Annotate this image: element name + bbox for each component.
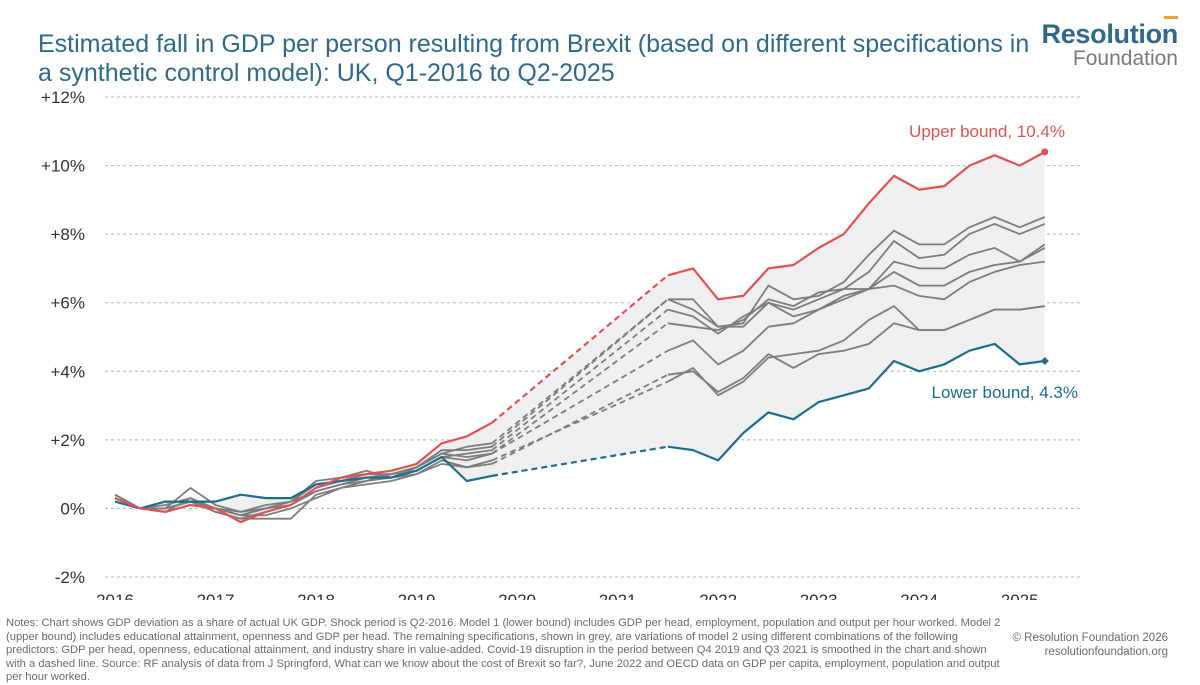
grey-series-6-covid-gap — [491, 380, 669, 462]
y-tick-label: +2% — [51, 431, 86, 450]
grey-series-7-covid-gap — [491, 373, 669, 465]
website-text: resolutionfoundation.org — [1044, 646, 1168, 658]
copyright-text: © Resolution Foundation 2026 — [1012, 632, 1168, 644]
x-axis-labels: 2016 2017 2018 2019 2020 2021 2022 2023 2024 2025 — [96, 591, 1039, 600]
grey-series-4-covid-gap — [491, 349, 669, 455]
y-tick-label: -2% — [55, 568, 85, 587]
x-tick-label: 2019 — [398, 591, 436, 600]
range-band — [115, 151, 1045, 523]
upper-bound-series-covid-gap — [491, 274, 669, 424]
chart-notes: Notes: Chart shows GDP deviation as a sh… — [6, 617, 1001, 684]
grey-series-1-covid-gap — [491, 298, 669, 444]
x-tick-label: 2023 — [800, 591, 838, 600]
line-chart: -2%0%+2%+4%+6%+8%+10%+12% 20162017201820… — [41, 88, 1080, 600]
y-tick-label: +12% — [41, 88, 85, 107]
x-tick-label: 2017 — [197, 591, 235, 600]
y-axis-labels: -2% 0% +2% +4% +6% +8% +10% +12% — [41, 88, 85, 587]
grey-series-7-post-covid — [667, 305, 1045, 393]
grey-series-4-post-covid — [667, 243, 1046, 366]
logo-line-2: Foundation — [1072, 47, 1178, 70]
y-tick-label: +6% — [51, 294, 86, 313]
grey-series-5-post-covid — [667, 260, 1045, 332]
annotation-labels: Upper bound, 10.4% Lower bound, 4.3% — [909, 122, 1078, 402]
grey-series-3-covid-gap — [491, 308, 669, 451]
resolution-foundation-logo: Resolution Foundation — [1041, 16, 1179, 70]
lower-bound-label: Lower bound, 4.3% — [932, 383, 1079, 402]
grey-series-5-covid-gap — [491, 322, 669, 455]
bound-range-shading — [115, 151, 1045, 523]
x-tick-label: 2025 — [1001, 591, 1039, 600]
x-tick-label: 2022 — [699, 591, 737, 600]
x-tick-label: 2024 — [900, 591, 938, 600]
lower-bound-end-marker — [1040, 357, 1049, 365]
grey-series-2-post-covid — [667, 222, 1046, 328]
logo-line-1: Resolution — [1041, 19, 1179, 49]
x-tick-label: 2020 — [498, 591, 536, 600]
y-tick-label: +10% — [41, 157, 85, 176]
logo-accent-bar — [1164, 16, 1178, 19]
copyright-block: © Resolution Foundation 2026 resolutionf… — [1012, 631, 1168, 659]
grey-series-lines — [114, 216, 1046, 520]
chart-title: Estimated fall in GDP per person resulti… — [38, 30, 1030, 87]
upper-bound-label: Upper bound, 10.4% — [909, 122, 1065, 141]
y-tick-label: +4% — [51, 362, 86, 381]
y-tick-label: 0% — [60, 499, 85, 518]
x-tick-label: 2018 — [297, 591, 335, 600]
lower-bound-series-post-covid — [667, 342, 1045, 462]
bound-series-lines — [114, 148, 1049, 524]
lower-bound-series-pre-covid — [114, 455, 493, 510]
upper-bound-end-marker — [1041, 148, 1049, 156]
upper-bound-series-post-covid — [667, 150, 1046, 301]
y-tick-label: +8% — [51, 225, 86, 244]
x-tick-label: 2021 — [599, 591, 637, 600]
grey-series-2-covid-gap — [491, 298, 669, 448]
upper-bound-series-pre-covid — [114, 421, 493, 524]
x-tick-label: 2016 — [96, 591, 134, 600]
